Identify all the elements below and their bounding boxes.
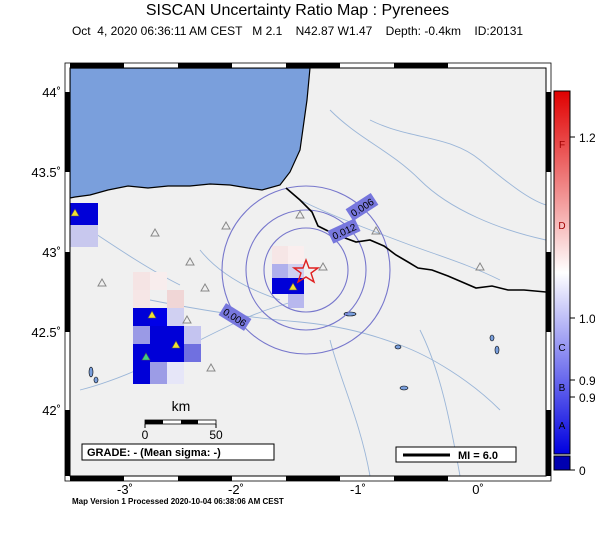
lat-label: 42˚ <box>42 403 61 418</box>
scale-bar: km 0 50 <box>142 398 223 442</box>
national-border <box>285 187 546 293</box>
station-icon <box>295 209 305 219</box>
svg-text:km: km <box>172 398 191 414</box>
station-icon <box>141 352 151 361</box>
station-icon <box>171 340 181 349</box>
grade-letter: A <box>559 421 566 432</box>
svg-text:MI = 6.0: MI = 6.0 <box>458 450 498 462</box>
star-icon <box>291 258 321 284</box>
lon-label: -1˚ <box>350 482 366 497</box>
colorbar-value: 0.9 <box>579 374 595 388</box>
lon-label: 0˚ <box>472 482 484 497</box>
station-icon <box>147 310 157 319</box>
grade-letter: D <box>558 221 565 232</box>
longitude-labels: -3˚ -2˚ -1˚ 0˚ <box>117 482 484 497</box>
station-icon <box>221 220 231 230</box>
uncertainty-contours <box>221 185 391 355</box>
map-title: SISCAN Uncertainty Ratio Map : Pyrenees <box>145 2 450 19</box>
lat-label: 42.5˚ <box>31 325 61 340</box>
colorbar-value: 0.9 <box>579 391 595 405</box>
station-icon <box>185 256 195 266</box>
station-icon <box>371 225 381 235</box>
station-icon <box>288 282 298 291</box>
grade-letter: C <box>558 343 565 354</box>
processed-footer: Map Version 1 Processed 2020-10-04 06:38… <box>72 497 284 506</box>
station-icon <box>97 277 107 287</box>
lon-label: -3˚ <box>117 482 133 497</box>
colorbar-value: 1.0 <box>579 312 595 326</box>
station-icon <box>318 261 328 271</box>
station-icon <box>206 362 216 372</box>
lat-label: 43.5˚ <box>31 165 61 180</box>
active-stations <box>70 208 298 361</box>
colorbar-value: 0 <box>579 464 586 478</box>
map-area: 0.006 0.012 0.006 <box>70 68 546 476</box>
grade-box: GRADE: - (Mean sigma: -) <box>81 443 275 461</box>
station-icon <box>70 208 80 217</box>
lon-label: -2˚ <box>228 482 244 497</box>
reservoirs <box>88 311 500 391</box>
station-icon <box>200 282 210 292</box>
lat-label: 44˚ <box>42 85 61 100</box>
station-markers <box>97 209 485 372</box>
svg-text:0: 0 <box>142 428 149 442</box>
mi-box: MI = 6.0 <box>395 446 517 463</box>
station-icon <box>182 314 192 324</box>
lat-label: 43˚ <box>42 245 61 260</box>
station-icon <box>475 261 485 271</box>
svg-text:GRADE: - (Mean sigma: -): GRADE: - (Mean sigma: -) <box>87 447 221 459</box>
grade-letter: F <box>559 140 565 151</box>
svg-text:50: 50 <box>209 428 223 442</box>
graticule-border <box>65 63 551 481</box>
colorbar: F D C B A 1.2 1.0 0.9 0.9 0 <box>553 90 595 478</box>
sea-bay-of-biscay <box>70 68 311 199</box>
grade-letter: B <box>559 383 566 394</box>
latitude-labels: 44˚ 43.5˚ 43˚ 42.5˚ 42˚ <box>31 85 61 418</box>
station-icon <box>150 227 160 237</box>
event-info: Oct 4, 2020 06:36:11 AM CEST M 2.1 N42.8… <box>71 24 524 38</box>
colorbar-value: 1.2 <box>579 131 595 145</box>
